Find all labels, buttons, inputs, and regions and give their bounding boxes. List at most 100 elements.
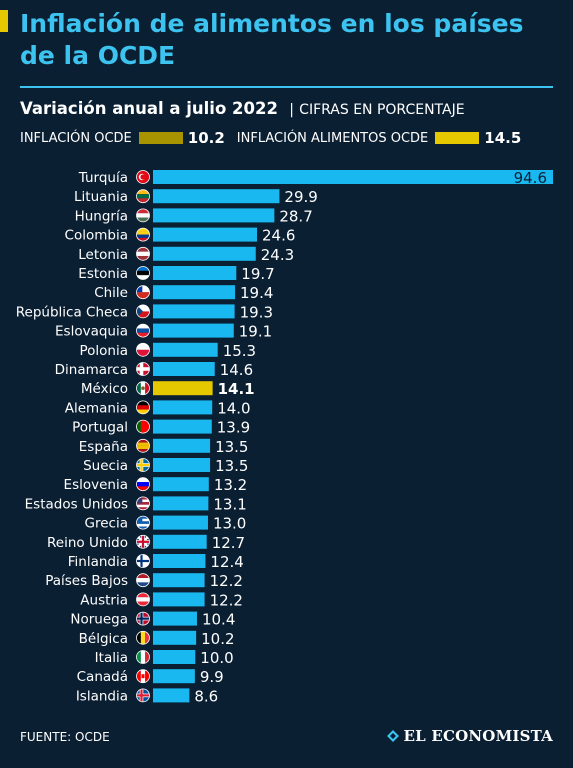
legend-food-value: 14.5 [484,129,522,147]
category-label: Hungría [75,208,128,224]
germany-flag-icon [136,400,150,415]
category-label: Turquía [78,170,128,186]
value-label: 10.2 [201,630,234,648]
value-label: 13.2 [214,476,247,494]
category-label: Estados Unidos [25,496,128,512]
canada-flag-icon [136,669,150,684]
bar [153,246,256,261]
bar [153,266,237,280]
category-label: República Checa [16,304,128,320]
value-label: 13.5 [215,438,248,456]
source-note: FUENTE: OCDE [20,730,110,744]
value-label: 24.3 [261,246,294,264]
value-label: 24.6 [262,227,295,245]
greece-flag-icon [136,515,150,530]
category-label: Canadá [77,669,128,685]
legend-oecd-swatch [138,132,183,144]
estonia-flag-icon [136,266,150,280]
brand-logo: EL ECONOMISTA [386,727,553,745]
brand-name: EL ECONOMISTA [403,727,553,745]
category-label: Suecia [83,458,128,474]
value-label: 19.7 [241,265,274,283]
subtitle-separator: | [289,102,294,118]
value-label: 19.1 [239,323,272,341]
bar [153,227,258,242]
category-label: Portugal [72,420,128,436]
bar [153,688,190,703]
value-label: 14.6 [220,361,253,379]
category-label: Alemania [65,400,128,416]
lithuania-flag-icon [136,189,150,204]
value-label: 9.9 [200,668,224,686]
category-label: Noruega [70,612,128,628]
category-label: Italia [95,650,128,666]
spain-flag-icon [136,438,150,453]
chile-flag-icon [136,285,150,300]
category-label: Polonia [79,343,128,359]
value-label: 28.7 [279,207,312,225]
category-label: México [81,381,128,397]
colombia-flag-icon [136,227,150,242]
highlight-bar [153,381,213,396]
bar [153,669,195,684]
italy-flag-icon [136,650,150,664]
category-label: Finlandia [68,554,128,570]
value-label: 8.6 [194,687,218,705]
brand-mark-icon [386,730,399,742]
bar [153,323,234,338]
bar [153,630,197,645]
value-label: 10.4 [202,611,235,629]
value-label: 14.1 [218,380,255,398]
value-label: 12.2 [210,572,243,590]
category-label: Reino Unido [47,535,128,551]
bar [153,592,205,607]
title-accent-bar [0,10,8,32]
category-label: Grecia [85,516,128,532]
category-label: Dinamarca [55,362,128,378]
chart-subtitle: Variación anual a julio 2022 | CIFRAS EN… [20,99,465,118]
bar [153,650,196,664]
belgium-flag-icon [136,630,150,645]
bar [153,477,209,492]
value-label: 19.4 [240,284,273,302]
value-label: 14.0 [217,399,250,417]
bar [153,419,212,434]
subtitle-main: Variación anual a julio 2022 [20,99,278,118]
norway-flag-icon [136,611,150,626]
bar [153,342,218,357]
finland-flag-icon [136,554,150,568]
category-label: Islandia [76,688,128,704]
portugal-flag-icon [136,419,150,434]
value-label: 13.5 [215,457,248,475]
bar [153,400,213,415]
bar [153,285,236,300]
category-label: Eslovaquia [55,324,128,340]
iceland-flag-icon [136,688,150,703]
bar [153,458,211,472]
bar [153,573,205,588]
usa-flag-icon [136,496,150,511]
slovakia-flag-icon [136,323,150,338]
bar [153,438,211,453]
bar [153,170,553,184]
bar [153,515,208,530]
value-label: 13.1 [213,495,246,513]
value-label: 12.4 [210,553,243,571]
legend-oecd-value: 10.2 [187,129,225,147]
bar [153,208,275,223]
category-label: Países Bajos [45,573,128,589]
uk-flag-icon [136,534,150,549]
category-label: Lituania [74,189,128,205]
value-label: 12.2 [210,591,243,609]
slovenia-flag-icon [136,477,150,492]
bar-chart: Turquía 94.6 Lituania 29.9 Hungría 28.7 Colomb… [16,169,553,705]
category-label: Bélgica [79,631,128,647]
mexico-flag-icon [136,381,150,396]
value-label: 94.6 [514,169,547,187]
bar [153,189,280,204]
legend-food-swatch [435,132,480,144]
page-title: Inflación de alimentos en los países de … [20,9,524,70]
hungary-flag-icon [136,208,150,223]
sweden-flag-icon [136,458,150,472]
bar [153,534,207,549]
